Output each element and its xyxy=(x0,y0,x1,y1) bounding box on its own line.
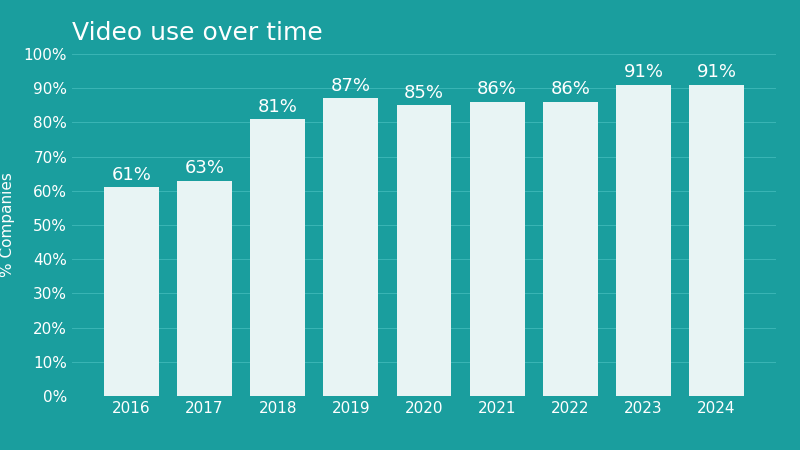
Text: 61%: 61% xyxy=(111,166,151,184)
Bar xyxy=(397,105,451,396)
Bar xyxy=(543,102,598,396)
Text: 86%: 86% xyxy=(478,81,517,99)
Text: 86%: 86% xyxy=(550,81,590,99)
Text: 91%: 91% xyxy=(697,63,737,81)
Bar xyxy=(177,180,232,396)
Bar xyxy=(470,102,525,396)
Text: Video use over time: Video use over time xyxy=(72,21,322,45)
Bar xyxy=(323,99,378,396)
Text: 87%: 87% xyxy=(331,77,371,95)
Bar xyxy=(689,85,744,396)
Bar xyxy=(250,119,305,396)
Bar xyxy=(104,187,159,396)
Bar xyxy=(616,85,671,396)
Text: 91%: 91% xyxy=(623,63,663,81)
Text: 63%: 63% xyxy=(185,159,225,177)
Y-axis label: % Companies: % Companies xyxy=(0,172,15,278)
Text: 81%: 81% xyxy=(258,98,298,116)
Text: 85%: 85% xyxy=(404,84,444,102)
